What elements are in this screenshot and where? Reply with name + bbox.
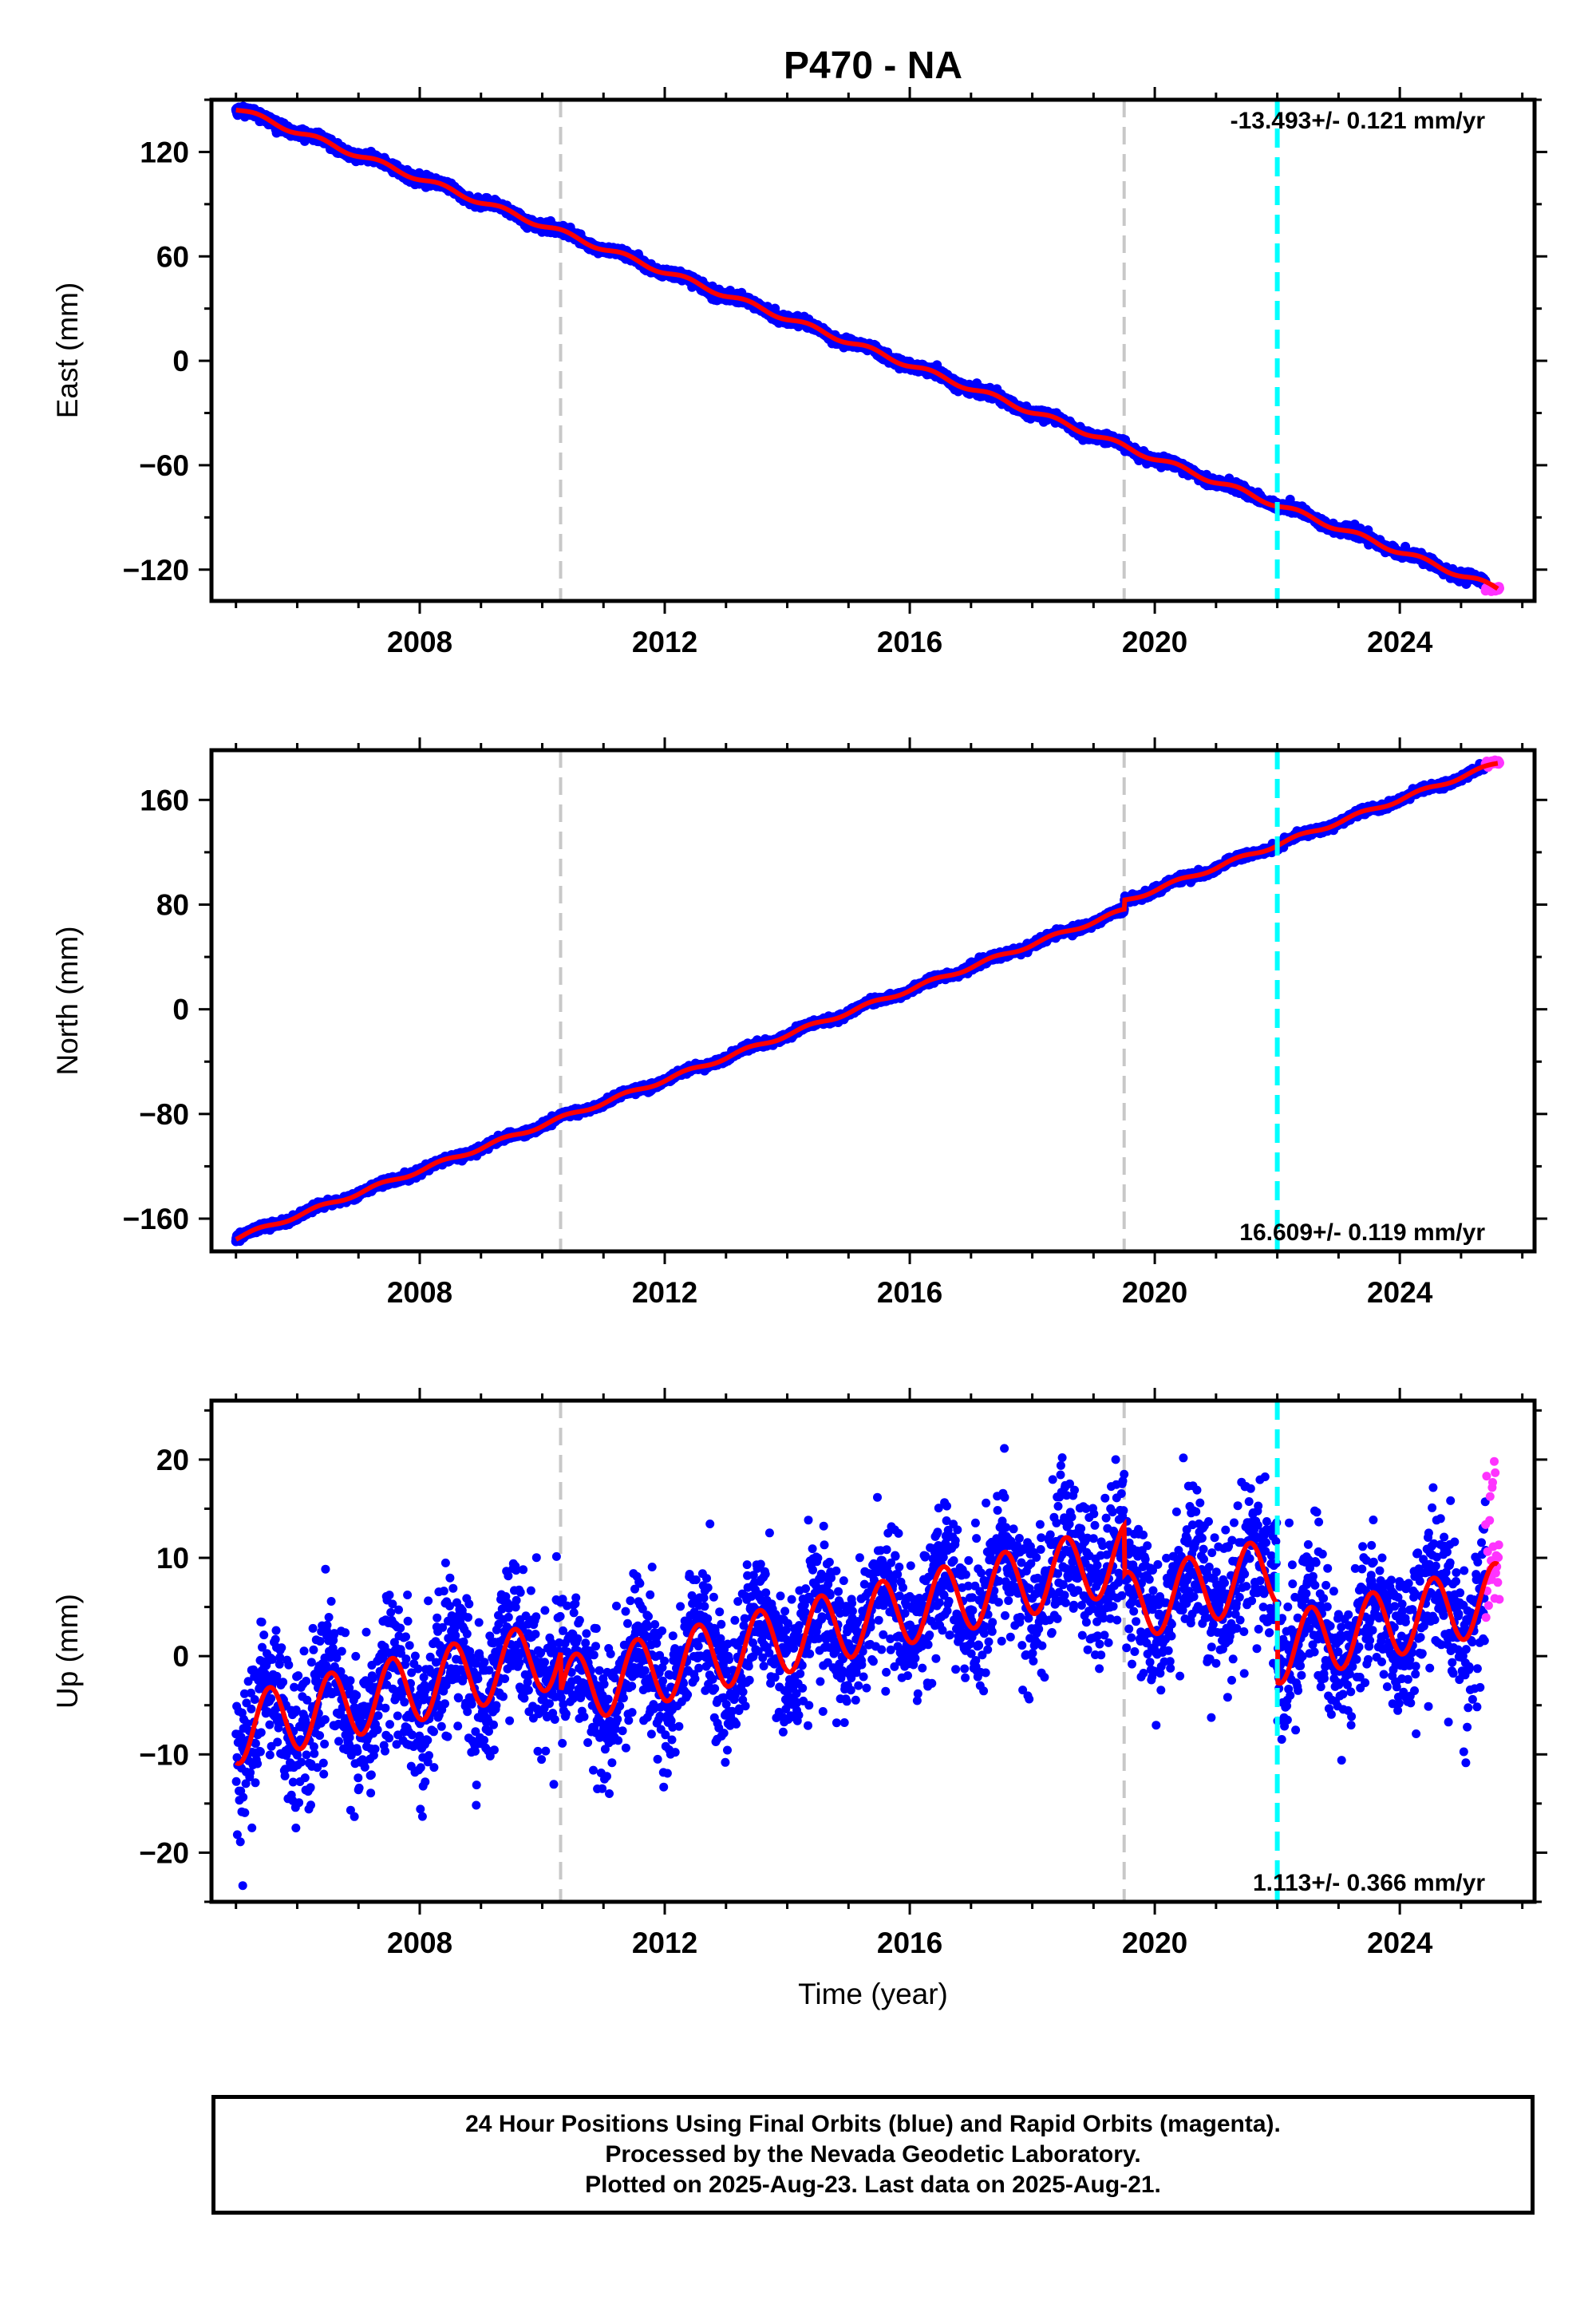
panel-east: 2008 2012 2016 2020 2024 −120 −60 0 60 120 East (m… [51,87,1547,658]
x-tick-label: 2008 [387,626,452,658]
panels: 2008 2012 2016 2020 2024 −120 −60 0 60 120 East (m… [51,87,1547,2010]
y-tick-label: −60 [139,449,189,482]
reference-lines [559,100,1126,601]
reference-lines [559,750,1126,1251]
y-tick-label: −120 [123,554,189,587]
y-tick-label: 60 [156,240,189,273]
x-tick-label: 2012 [632,626,697,658]
x-tick-label: 2016 [877,626,942,658]
chart-title: P470 - NA [784,45,962,87]
y-tick-label: 0 [172,345,189,377]
x-tick-label: 2020 [1122,626,1187,658]
rate-label: -13.493+/- 0.121 mm/yr [1231,108,1486,134]
y-tick-label: 120 [140,136,189,168]
y-axis-label: East (mm) [51,283,84,419]
x-tick-label: 2024 [1367,626,1433,658]
